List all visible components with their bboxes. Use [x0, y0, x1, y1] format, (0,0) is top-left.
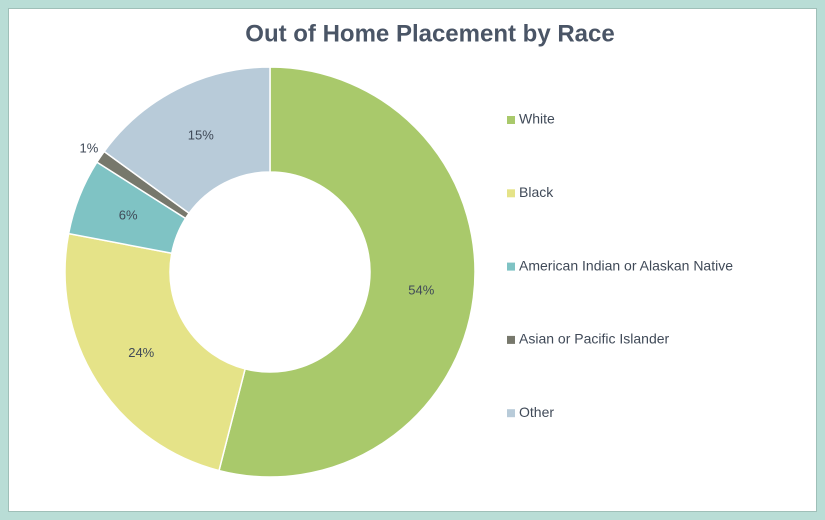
legend-swatch [507, 262, 515, 271]
legend-swatch [507, 335, 515, 344]
legend-label: White [519, 111, 555, 127]
legend-label: Black [519, 184, 554, 200]
legend-label: Asian or Pacific Islander [519, 331, 670, 347]
legend-swatch [507, 116, 515, 124]
chart-title: Out of Home Placement by Race [245, 20, 614, 47]
legend-label: American Indian or Alaskan Native [519, 257, 733, 273]
data-label: 54% [408, 283, 434, 298]
data-label: 15% [188, 128, 214, 143]
donut-slice [103, 66, 271, 215]
legend-swatch [507, 189, 515, 198]
donut-slice [64, 232, 247, 472]
data-label: 24% [128, 345, 154, 360]
legend-swatch [507, 409, 515, 418]
legend-label: Other [519, 404, 554, 420]
data-label: 6% [119, 207, 138, 222]
data-label: 1% [79, 140, 98, 155]
donut-slice [218, 66, 476, 478]
